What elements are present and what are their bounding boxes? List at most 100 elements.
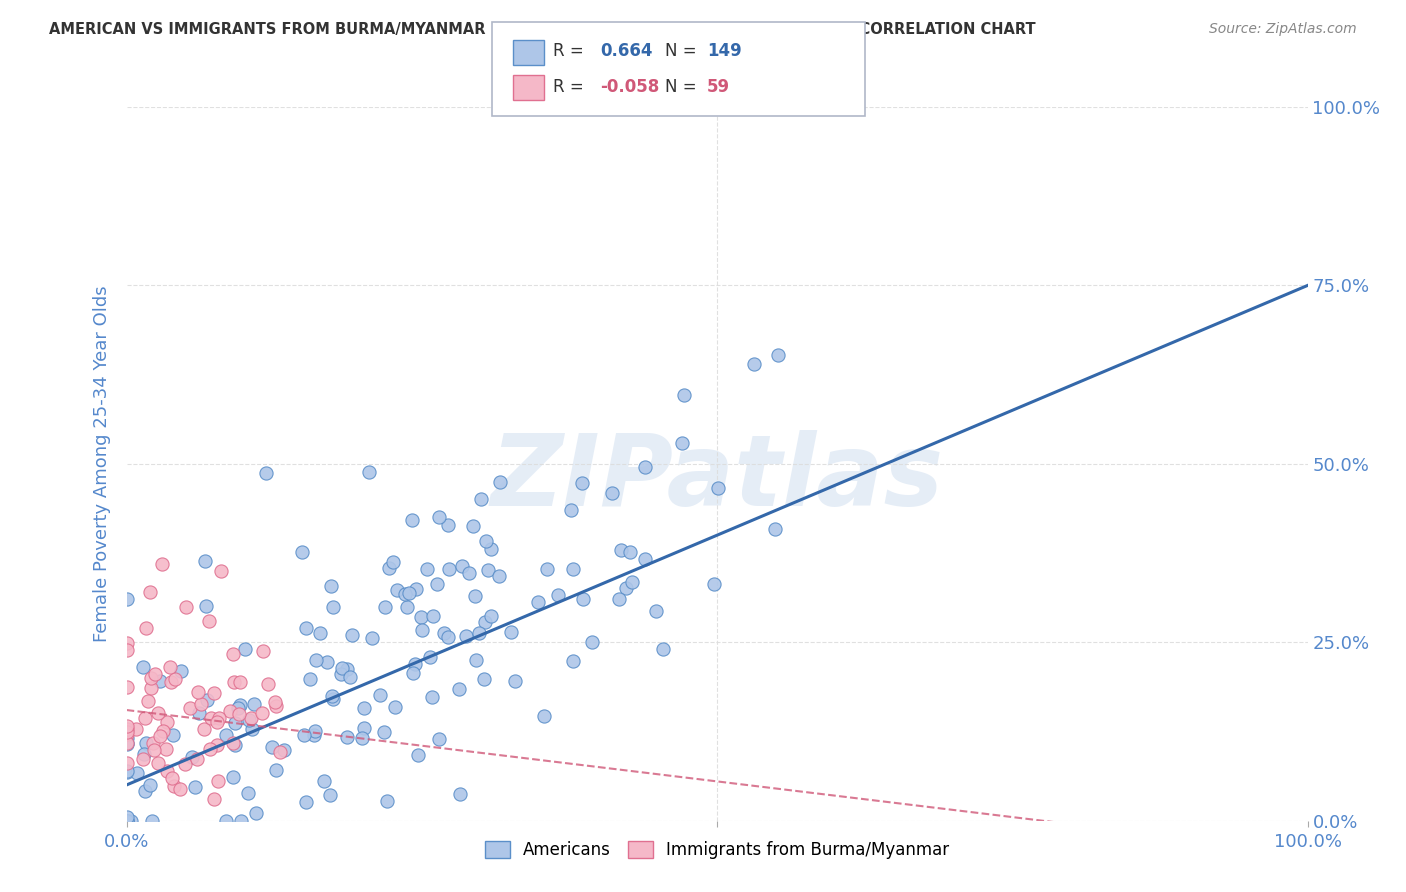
Point — [353, 700, 375, 714]
Point — [600, 486, 623, 500]
Point — [404, 657, 426, 671]
Point — [135, 736, 157, 750]
Point — [266, 763, 288, 777]
Point — [184, 780, 207, 794]
Point — [139, 778, 162, 792]
Point — [205, 738, 228, 752]
Point — [152, 724, 174, 739]
Point — [142, 736, 165, 750]
Point — [294, 795, 316, 809]
Point — [115, 764, 138, 778]
Point — [202, 686, 225, 700]
Point — [238, 713, 260, 727]
Point — [143, 743, 166, 757]
Point — [193, 554, 215, 568]
Point — [242, 722, 264, 736]
Point — [159, 659, 181, 673]
Point — [135, 621, 157, 635]
Point — [115, 591, 138, 606]
Point — [607, 591, 630, 606]
Point — [115, 810, 138, 824]
Text: N =: N = — [665, 42, 696, 60]
Point — [269, 745, 291, 759]
Point — [162, 728, 184, 742]
Point — [335, 662, 357, 676]
Point — [115, 738, 138, 752]
Point — [547, 588, 569, 602]
Legend: Americans, Immigrants from Burma/Myanmar: Americans, Immigrants from Burma/Myanmar — [478, 834, 956, 866]
Point — [562, 654, 585, 668]
Point — [374, 599, 396, 614]
Point — [294, 621, 316, 635]
Point — [634, 460, 657, 475]
Point — [477, 563, 499, 577]
Point — [572, 591, 595, 606]
Point — [222, 736, 245, 750]
Point — [115, 636, 138, 650]
Point — [474, 534, 496, 549]
Point — [436, 518, 458, 533]
Point — [139, 681, 162, 695]
Point — [437, 562, 460, 576]
Point — [214, 728, 236, 742]
Point — [149, 729, 172, 743]
Point — [228, 706, 250, 721]
Point — [141, 814, 163, 828]
Point — [474, 672, 496, 686]
Point — [226, 700, 249, 714]
Point — [195, 599, 218, 613]
Point — [305, 653, 328, 667]
Point — [200, 711, 222, 725]
Point — [560, 503, 582, 517]
Point — [420, 690, 443, 704]
Point — [160, 771, 183, 785]
Point — [141, 671, 163, 685]
Point — [174, 757, 197, 772]
Point — [527, 595, 550, 609]
Point — [316, 656, 339, 670]
Point — [208, 711, 231, 725]
Point — [449, 787, 471, 801]
Point — [427, 732, 450, 747]
Point — [368, 688, 391, 702]
Point — [499, 625, 522, 640]
Point — [644, 604, 666, 618]
Point — [322, 599, 344, 614]
Point — [330, 661, 353, 675]
Point — [190, 697, 212, 711]
Point — [163, 779, 186, 793]
Point — [187, 685, 209, 699]
Point — [254, 466, 277, 480]
Point — [200, 742, 222, 756]
Point — [224, 715, 246, 730]
Point — [193, 722, 215, 736]
Text: R =: R = — [553, 78, 583, 95]
Point — [474, 615, 496, 629]
Point — [136, 694, 159, 708]
Point — [394, 586, 416, 600]
Point — [198, 614, 221, 628]
Point — [321, 690, 343, 704]
Point — [561, 562, 583, 576]
Point — [256, 677, 278, 691]
Point — [456, 629, 478, 643]
Point — [411, 623, 433, 637]
Point — [416, 562, 439, 576]
Point — [742, 358, 765, 372]
Point — [273, 742, 295, 756]
Point — [402, 666, 425, 681]
Point — [373, 724, 395, 739]
Point — [115, 814, 138, 828]
Point — [463, 518, 485, 533]
Point — [115, 725, 138, 739]
Point — [169, 664, 191, 678]
Point — [437, 630, 460, 644]
Point — [250, 706, 273, 720]
Y-axis label: Female Poverty Among 25-34 Year Olds: Female Poverty Among 25-34 Year Olds — [93, 285, 111, 642]
Point — [155, 741, 177, 756]
Point — [115, 756, 138, 770]
Point — [433, 625, 456, 640]
Point — [224, 738, 246, 752]
Point — [139, 585, 162, 599]
Point — [447, 682, 470, 697]
